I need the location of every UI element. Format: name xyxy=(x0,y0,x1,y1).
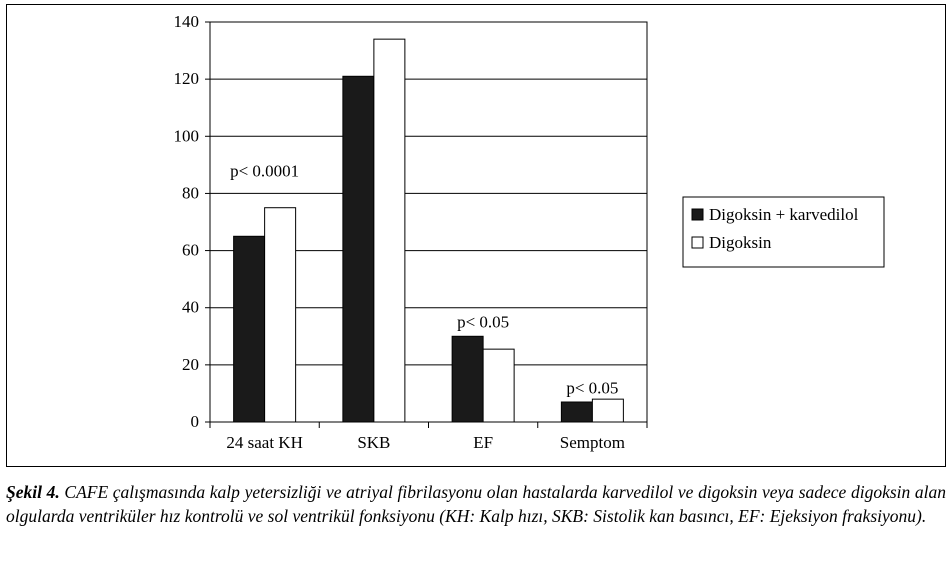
caption-text: CAFE çalışmasında kalp yetersizliği ve a… xyxy=(6,482,947,526)
figure-caption: Şekil 4. CAFE çalışmasında kalp yetersiz… xyxy=(6,480,946,528)
p-value-annotation: p< 0.0001 xyxy=(230,161,299,180)
bar-digoksin-karvedilol xyxy=(233,235,266,423)
y-tick-label: 140 xyxy=(174,12,200,31)
bar-digoksin-karvedilol xyxy=(342,75,375,423)
x-tick-label: SKB xyxy=(357,433,390,452)
legend: Digoksin + karvedilol Digoksin xyxy=(682,196,885,268)
p-value-annotation: p< 0.05 xyxy=(457,313,509,332)
y-tick-label: 40 xyxy=(182,298,199,317)
legend-label: Digoksin xyxy=(709,233,772,252)
legend-swatch xyxy=(691,236,704,249)
y-tick-label: 100 xyxy=(174,126,200,145)
y-tick-label: 0 xyxy=(191,412,200,431)
bar-chart: 0 20 40 60 80 100 120 140 24 saat KH SKB EF Semptom… xyxy=(174,12,885,452)
y-tick-label: 60 xyxy=(182,241,199,260)
axes: 0 20 40 60 80 100 120 140 24 saat KH SKB EF Semptom xyxy=(174,12,648,452)
y-tick-label: 20 xyxy=(182,355,199,374)
bar-digoksin xyxy=(264,207,297,423)
bar-digoksin xyxy=(591,398,624,423)
bar-digoksin-karvedilol xyxy=(451,335,484,423)
x-tick-label: 24 saat KH xyxy=(226,433,302,452)
bar-digoksin-karvedilol xyxy=(560,401,593,423)
bars xyxy=(233,38,624,423)
y-tick-label: 120 xyxy=(174,69,200,88)
x-tick-label: EF xyxy=(473,433,493,452)
legend-label: Digoksin + karvedilol xyxy=(709,205,859,224)
legend-swatch xyxy=(691,208,704,221)
y-tick-label: 80 xyxy=(182,183,199,202)
annotations: p< 0.0001 p< 0.05 p< 0.05 xyxy=(230,161,618,397)
caption-label: Şekil 4. xyxy=(6,482,60,502)
chart-frame xyxy=(6,4,946,467)
bar-digoksin xyxy=(373,38,406,423)
bar-digoksin xyxy=(482,348,515,423)
p-value-annotation: p< 0.05 xyxy=(566,378,618,397)
legend-box xyxy=(682,196,885,268)
x-tick-label: Semptom xyxy=(560,433,625,452)
